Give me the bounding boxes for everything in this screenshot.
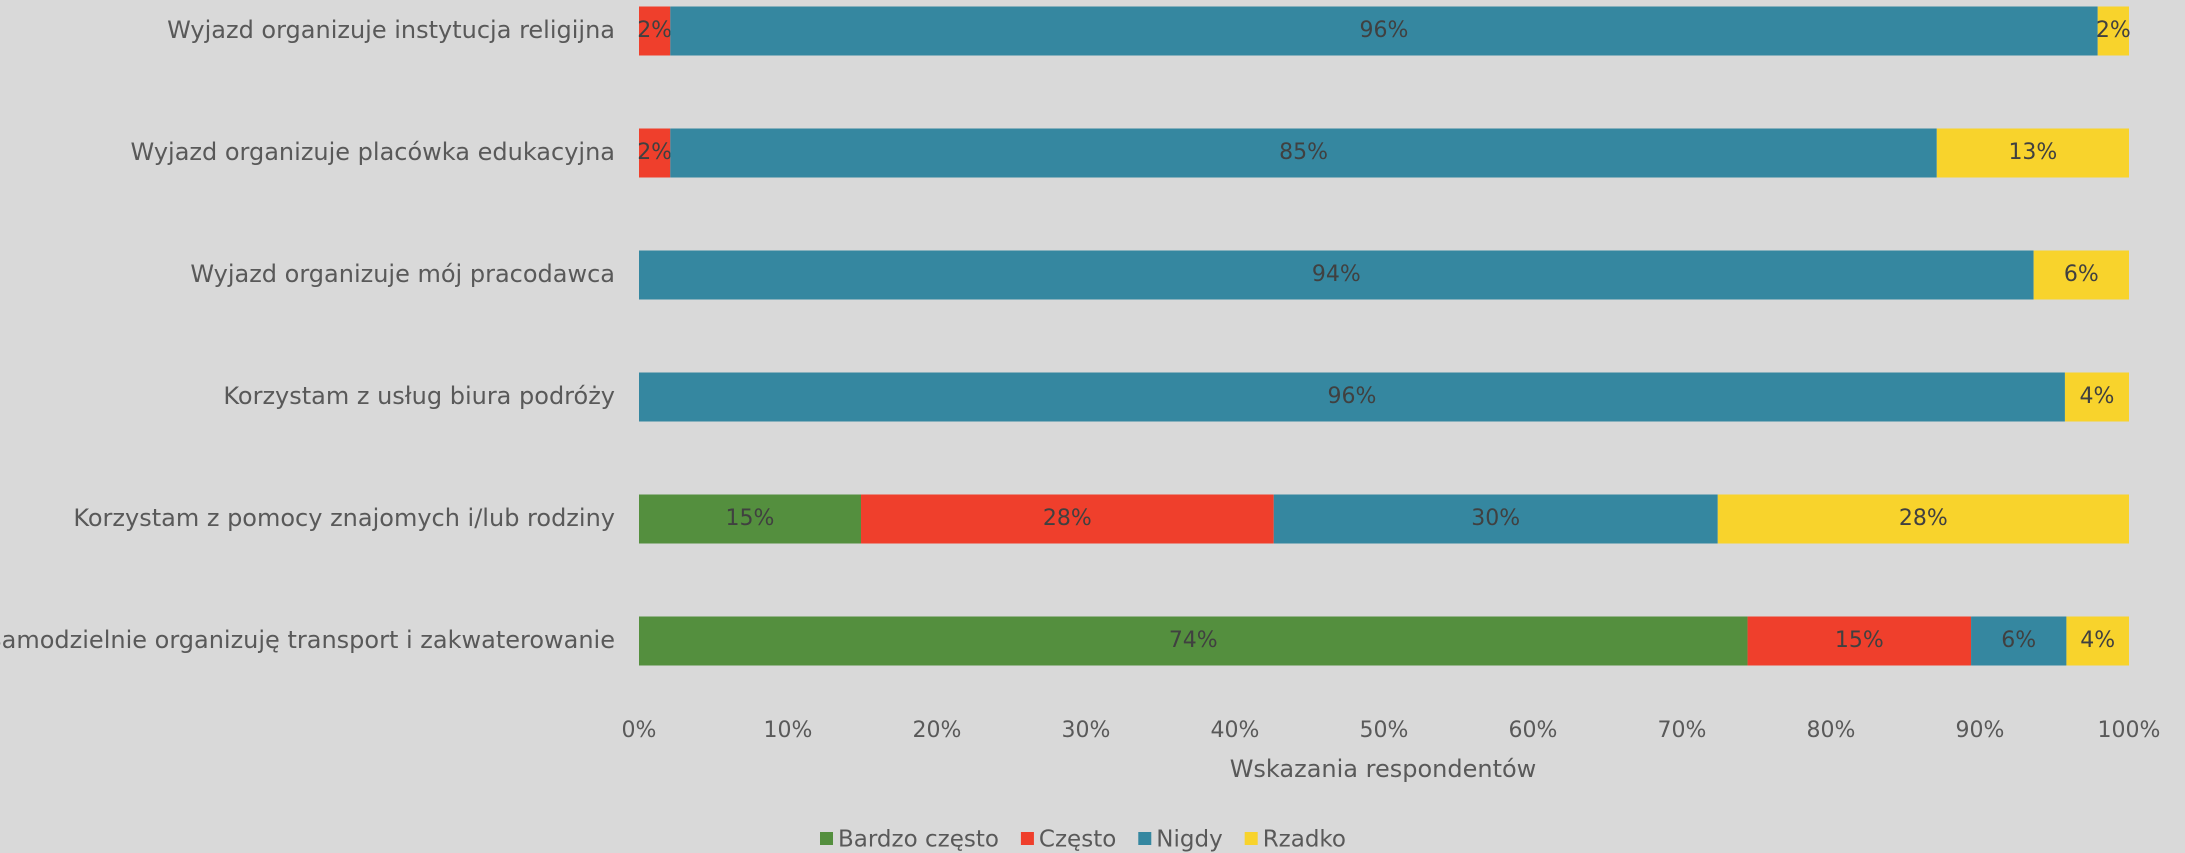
bar-segment bbox=[1273, 494, 1718, 544]
x-tick-label: 20% bbox=[913, 718, 962, 743]
y-tick-label: Wyjazd organizuje mój pracodawca bbox=[190, 260, 615, 288]
bar-segment bbox=[2033, 250, 2129, 300]
bar-segment bbox=[639, 616, 1748, 666]
bar-segment bbox=[2097, 6, 2129, 56]
bar-segment bbox=[1717, 494, 2129, 544]
data-label: 96% bbox=[1328, 384, 1377, 409]
bar-segment bbox=[670, 128, 1937, 178]
x-tick-label: 60% bbox=[1509, 718, 1558, 743]
bar-segment bbox=[2064, 372, 2129, 422]
bar-segment bbox=[2066, 616, 2129, 666]
bar-segment bbox=[861, 494, 1274, 544]
legend-swatch bbox=[1138, 832, 1152, 845]
x-tick-label: 0% bbox=[622, 718, 657, 743]
x-tick-label: 70% bbox=[1658, 718, 1707, 743]
x-tick-label: 50% bbox=[1360, 718, 1409, 743]
bar-segment bbox=[1747, 616, 1972, 666]
data-label: 28% bbox=[1899, 506, 1948, 531]
data-label: 6% bbox=[2064, 262, 2099, 287]
legend-label: Często bbox=[1039, 827, 1116, 853]
data-label: 4% bbox=[2080, 628, 2115, 653]
legend-swatch bbox=[1244, 832, 1258, 845]
legend-swatch bbox=[820, 832, 833, 845]
bar-segment bbox=[639, 6, 671, 56]
x-axis-label: Wskazania respondentów bbox=[1230, 755, 1537, 783]
bar-segment bbox=[639, 372, 2065, 422]
x-tick-label: 30% bbox=[1062, 718, 1111, 743]
x-tick-label: 90% bbox=[1956, 718, 2005, 743]
data-label: 85% bbox=[1279, 140, 1328, 165]
data-label: 94% bbox=[1312, 262, 1361, 287]
data-label: 4% bbox=[2080, 384, 2115, 409]
x-tick-label: 80% bbox=[1807, 718, 1856, 743]
data-label: 15% bbox=[726, 506, 775, 531]
legend-label: Bardzo często bbox=[838, 827, 999, 853]
bar-segment bbox=[1971, 616, 2067, 666]
y-tick-label: Wyjazd organizuje placówka edukacyjna bbox=[131, 138, 615, 166]
y-tick-label: Samodzielnie organizuję transport i zakw… bbox=[0, 626, 615, 654]
legend-swatch bbox=[1020, 832, 1034, 845]
x-tick-label: 100% bbox=[2098, 718, 2161, 743]
y-tick-label: Korzystam z usług biura podróży bbox=[223, 382, 615, 410]
data-label: 74% bbox=[1169, 628, 1218, 653]
legend-label: Nigdy bbox=[1156, 827, 1222, 853]
y-tick-label: Korzystam z pomocy znajomych i/lub rodzi… bbox=[73, 504, 615, 532]
data-label: 13% bbox=[2008, 140, 2057, 165]
bar-segment bbox=[639, 250, 2034, 300]
data-label: 96% bbox=[1360, 18, 1409, 43]
data-label: 15% bbox=[1835, 628, 1884, 653]
data-label: 2% bbox=[637, 140, 672, 165]
data-label: 2% bbox=[2096, 18, 2131, 43]
bar-segment bbox=[670, 6, 2098, 56]
bar-segment bbox=[639, 128, 671, 178]
bar-segment bbox=[639, 494, 862, 544]
data-label: 2% bbox=[637, 18, 672, 43]
y-tick-label: Wyjazd organizuje instytucja religijna bbox=[167, 16, 615, 44]
bar-segment bbox=[1936, 128, 2129, 178]
data-label: 28% bbox=[1043, 506, 1092, 531]
legend-label: Rzadko bbox=[1263, 827, 1346, 853]
x-tick-label: 40% bbox=[1211, 718, 1260, 743]
data-label: 30% bbox=[1471, 506, 1520, 531]
x-tick-label: 10% bbox=[764, 718, 813, 743]
data-label: 6% bbox=[2001, 628, 2036, 653]
